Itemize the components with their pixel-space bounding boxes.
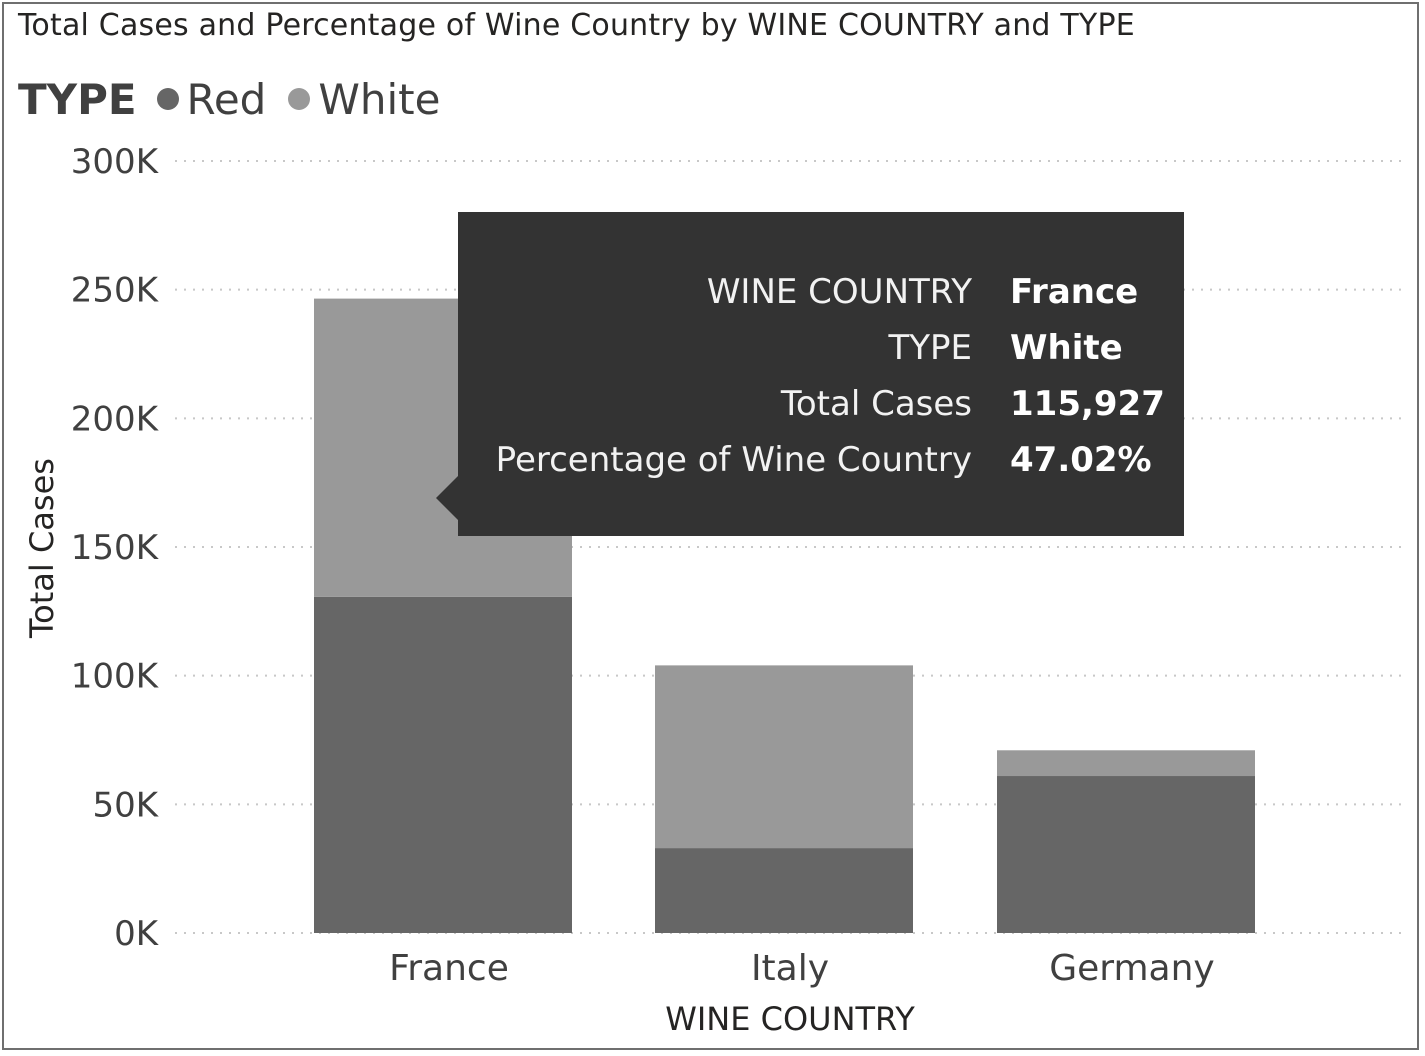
tooltip-value: White [1010,328,1123,368]
tooltip-value: 47.02% [1010,440,1152,480]
tooltip-value: 115,927 [1010,384,1165,424]
tooltip-row: Percentage of Wine Country 47.02% [458,440,1184,490]
tooltip-label: TYPE [888,328,972,368]
y-tick-label: 300K [71,142,160,182]
tooltip-label: WINE COUNTRY [706,272,972,312]
x-axis-title: WINE COUNTRY [665,1000,915,1038]
legend-red-dot-icon [156,88,179,110]
legend-white-dot-icon [288,88,311,110]
x-category-label: Germany [1049,948,1214,989]
legend-item-red[interactable]: Red [156,74,267,124]
y-tick-label: 200K [71,399,160,439]
y-axis-ticks: 0K 50K 100K 150K 200K 250K 300K [71,142,160,954]
legend-title: TYPE [18,74,137,124]
y-tick-label: 50K [92,785,159,825]
legend-red-label: Red [186,74,267,124]
x-axis-categories: France Italy Germany [389,948,1215,989]
tooltip-row: WINE COUNTRY France [458,272,1184,322]
y-tick-label: 250K [71,271,160,311]
legend-white-label: White [318,74,441,124]
y-tick-label: 100K [71,657,160,697]
tooltip-row: TYPE White [458,328,1184,378]
y-axis-title: Total Cases [23,458,61,639]
legend: TYPE Red White [18,72,462,126]
tooltip-arrow [436,476,458,520]
tooltip-label: Percentage of Wine Country [495,440,972,480]
tooltip-label: Total Cases [780,384,972,424]
legend-item-white[interactable]: White [288,75,440,124]
chart-title: Total Cases and Percentage of Wine Count… [18,8,1135,43]
tooltip-row: Total Cases 115,927 [458,384,1184,434]
bar-italy-white[interactable] [655,665,913,849]
tooltip-value: France [1010,272,1139,312]
y-tick-label: 150K [71,528,160,568]
bar-italy-red[interactable] [655,848,913,933]
x-category-label: Italy [751,948,829,989]
bar-germany-red[interactable] [997,776,1255,933]
tooltip: WINE COUNTRY France TYPE White Total Cas… [436,212,1184,536]
y-tick-label: 0K [114,914,160,954]
x-category-label: France [389,948,509,989]
bar-france-red[interactable] [314,596,572,933]
bar-germany-white[interactable] [997,750,1255,777]
